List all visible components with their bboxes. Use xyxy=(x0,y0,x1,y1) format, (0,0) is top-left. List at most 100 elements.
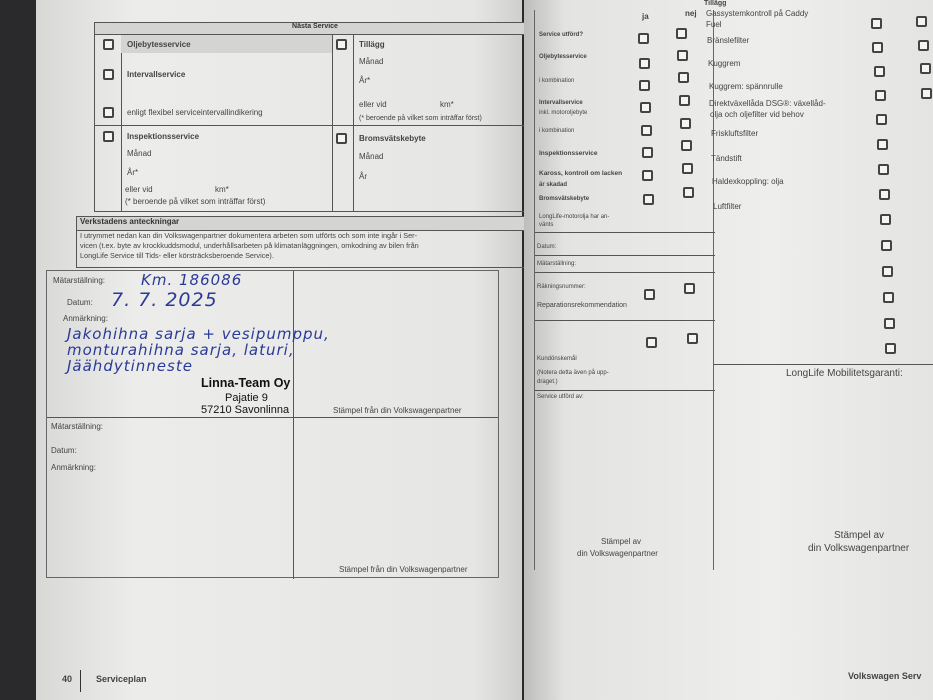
extra-whichever-note: (* beroende på vilket som inträffar förs… xyxy=(359,115,482,122)
yes-checkbox[interactable] xyxy=(642,147,653,158)
yes-checkbox[interactable] xyxy=(640,102,651,113)
row-label: Mätarställning: xyxy=(537,261,577,267)
no-checkbox[interactable] xyxy=(680,118,691,129)
interval-checkbox[interactable] xyxy=(103,69,114,80)
row-label: Service utförd? xyxy=(539,32,584,38)
extra-or-at-label: eller vid xyxy=(359,100,387,109)
mileage-label: Mätarställning: xyxy=(53,276,106,285)
no-checkbox[interactable] xyxy=(681,140,692,151)
yes-checkbox[interactable] xyxy=(646,337,657,348)
extra-item: Kuggrem: spännrulle xyxy=(709,82,783,91)
row-label: vänts xyxy=(539,222,554,228)
year-label: År* xyxy=(127,168,139,177)
extra-checkbox[interactable] xyxy=(880,214,891,225)
yes-checkbox[interactable] xyxy=(644,289,655,300)
remark-line: Jakohihna sarja + vesipumppu, xyxy=(67,325,330,343)
brake-fluid-label: Bromsvätskebyte xyxy=(359,134,426,143)
inspection-checkbox[interactable] xyxy=(103,131,114,142)
page-number: 40 xyxy=(62,674,73,684)
oil-change-label: Oljebytesservice xyxy=(127,40,191,49)
extra-item: Gassystemkontroll på Caddy xyxy=(706,9,809,18)
extra-checkbox[interactable] xyxy=(875,90,886,101)
notes-text-line: LongLife Service till Tids- eller körstr… xyxy=(80,251,274,260)
extra-checkbox[interactable] xyxy=(920,63,931,74)
extra-checkbox[interactable] xyxy=(921,88,932,99)
extra-item: Direktväxellåda DSG®: växellåd- xyxy=(709,99,826,108)
workshop-notes-title: Verkstadens anteckningar xyxy=(77,217,535,230)
stamp-label: Stämpel av xyxy=(834,530,885,541)
extra-checkbox[interactable] xyxy=(878,164,889,175)
extra-month-label: Månad xyxy=(359,57,384,66)
yes-checkbox[interactable] xyxy=(639,58,650,69)
extra-item: olja och oljefilter vid behov xyxy=(710,110,804,119)
extra-year-label: År* xyxy=(359,76,371,85)
notes-text-line: I utrymmet nedan kan din Volkswagenpartn… xyxy=(80,231,418,240)
stamp-label: Stämpel av xyxy=(601,537,642,546)
no-checkbox[interactable] xyxy=(687,333,698,344)
extra-checkbox[interactable] xyxy=(918,40,929,51)
oil-change-checkbox[interactable] xyxy=(103,39,114,50)
no-checkbox[interactable] xyxy=(678,72,689,83)
extra-checkbox[interactable] xyxy=(874,66,885,77)
extra-checkbox[interactable] xyxy=(879,189,890,200)
extra-item: Tändstift xyxy=(711,154,742,163)
dealer-stamp-street: Pajatie 9 xyxy=(225,392,268,404)
flexible-checkbox[interactable] xyxy=(103,107,114,118)
yes-header: ja xyxy=(642,12,649,21)
dealer-stamp-city: 57210 Savonlinna xyxy=(201,404,290,416)
row-label: Kundönskemål xyxy=(537,356,577,362)
yes-checkbox[interactable] xyxy=(638,33,649,44)
extra-checkbox[interactable] xyxy=(872,42,883,53)
remark-line: monturahihna sarja, laturi, xyxy=(67,341,295,359)
extra-checkbox[interactable] xyxy=(882,266,893,277)
service-entries-box: Mätarställning: Km. 186086 Datum: 7. 7. … xyxy=(46,270,499,579)
no-header: nej xyxy=(685,9,697,18)
inspection-label: Inspektionsservice xyxy=(127,132,200,141)
no-checkbox[interactable] xyxy=(684,283,695,294)
extra-checkbox[interactable] xyxy=(916,16,927,27)
no-checkbox[interactable] xyxy=(677,50,688,61)
yes-checkbox[interactable] xyxy=(642,170,653,181)
row-label: Reparationsrekommendation xyxy=(537,302,627,309)
workshop-notes-box: Verkstadens anteckningar I utrymmet neda… xyxy=(76,216,536,268)
brake-fluid-checkbox[interactable] xyxy=(336,133,347,144)
no-checkbox[interactable] xyxy=(679,95,690,106)
remark-label: Anmärkning: xyxy=(63,314,108,323)
km-label: km* xyxy=(215,185,229,194)
yes-checkbox[interactable] xyxy=(641,125,652,136)
row-label: Räkningsnummer: xyxy=(537,284,586,290)
extra-checkbox[interactable] xyxy=(871,18,882,29)
extra-km-label: km* xyxy=(440,100,454,109)
no-checkbox[interactable] xyxy=(682,163,693,174)
extra-checkbox[interactable] xyxy=(876,114,887,125)
row-label: Datum: xyxy=(537,244,557,250)
or-at-label: eller vid xyxy=(125,185,153,194)
extra-label: Tillägg xyxy=(359,40,385,49)
yes-checkbox[interactable] xyxy=(639,80,650,91)
extra-header: Tillägg xyxy=(704,0,727,7)
date-label: Datum: xyxy=(67,298,93,307)
extra-checkbox[interactable] xyxy=(881,240,892,251)
no-checkbox[interactable] xyxy=(683,187,694,198)
extra-checkbox[interactable] xyxy=(885,343,896,354)
row-label: Oljebytesservice xyxy=(539,54,587,60)
extra-item: Bränslefilter xyxy=(707,36,750,45)
yes-checkbox[interactable] xyxy=(643,194,654,205)
extra-checkbox[interactable] xyxy=(883,292,894,303)
extra-item: Haldexkoppling: olja xyxy=(712,177,784,186)
notes-text-line: vicen (t.ex. byte av krockkuddsmodul, un… xyxy=(80,241,419,250)
extra-checkbox[interactable] xyxy=(336,39,347,50)
brake-month-label: Månad xyxy=(359,152,384,161)
row-label: inkl. motoroljebyte xyxy=(539,110,588,116)
row-label: Intervallservice xyxy=(539,100,583,106)
date-value: 7. 7. 2025 xyxy=(111,289,218,311)
whichever-note: (* beroende på vilket som inträffar förs… xyxy=(125,197,266,206)
no-checkbox[interactable] xyxy=(676,28,687,39)
extra-checkbox[interactable] xyxy=(877,139,888,150)
date-label: Datum: xyxy=(51,446,77,455)
stamp-label: Stämpel från din Volkswagenpartner xyxy=(339,565,468,574)
stamp-label: Stämpel från din Volkswagenpartner xyxy=(333,406,462,415)
mobility-guarantee-label: LongLife Mobilitetsgaranti: xyxy=(786,368,903,379)
row-label: Service utförd av: xyxy=(537,394,584,400)
extra-checkbox[interactable] xyxy=(884,318,895,329)
